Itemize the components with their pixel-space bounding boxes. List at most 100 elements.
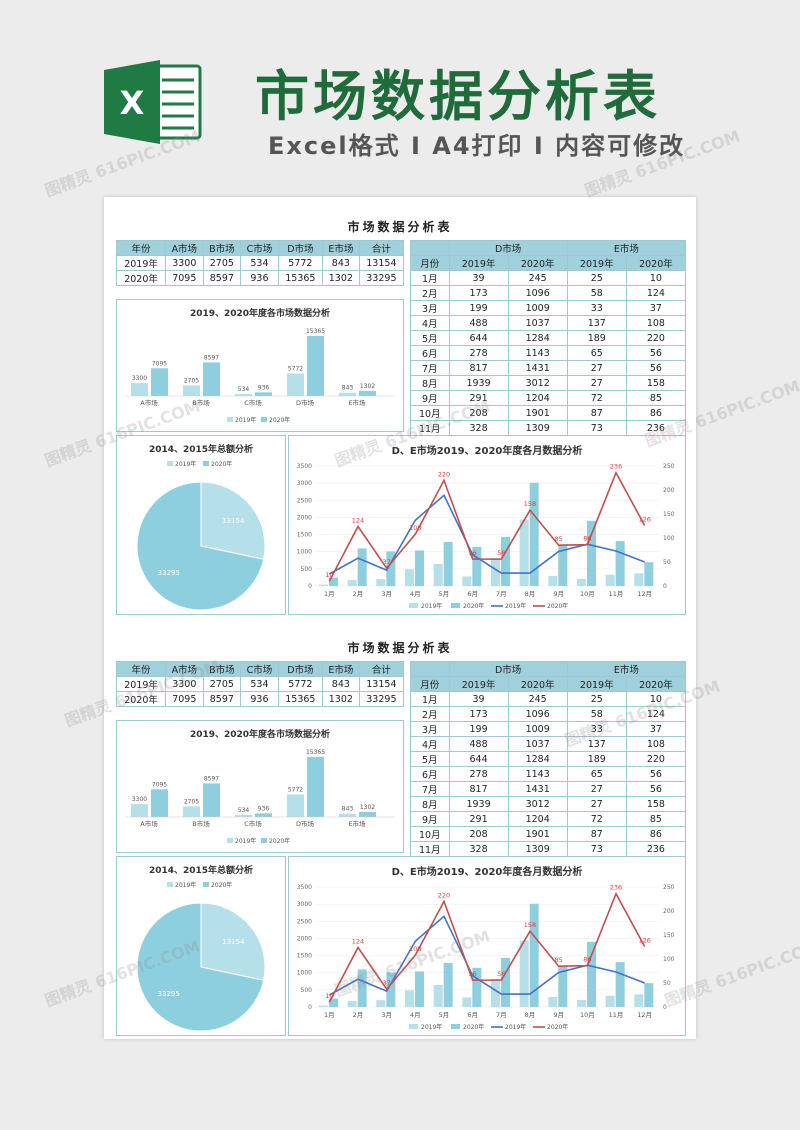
bar [347, 1001, 357, 1007]
bar [615, 541, 625, 586]
monthly-cell: 72 [566, 390, 627, 406]
excel-logo-icon: X [104, 60, 202, 144]
monthly-header-cell: 2020年 [507, 255, 568, 271]
bar-data-label: 3300 [132, 375, 147, 382]
pie-chart-panel: 2014、2015年总额分析 13154 33295 2019年 2020年 [116, 856, 286, 1036]
summary-header-cell: 合计 [358, 661, 405, 677]
line-data-label: 85 [555, 956, 563, 964]
summary-cell: 5772 [277, 676, 323, 692]
line-data-label: 108 [409, 945, 421, 953]
bar [529, 482, 539, 586]
bar-data-label: 534 [238, 386, 250, 393]
monthly-row: 10月 208 1901 87 86 [410, 405, 687, 421]
right-axis-tick-label: 200 [663, 908, 675, 915]
x-tick-label: 9月 [553, 1011, 564, 1019]
summary-header-cell: B市场 [202, 240, 242, 256]
legend-label: 2020年 [463, 602, 484, 610]
summary-cell: 1302 [321, 270, 360, 286]
summary-row: 2019年 3300 2705 534 5772 843 13154 [115, 676, 405, 692]
x-tick-label: 11月 [609, 590, 624, 598]
monthly-cell: 85 [625, 811, 687, 827]
summary-cell: 534 [240, 676, 279, 692]
x-tick-label: 6月 [467, 590, 478, 598]
bar [386, 551, 396, 586]
monthly-cell: 5月 [410, 330, 450, 346]
x-tick-label: 2月 [353, 1011, 364, 1019]
bar-data-label: 5772 [288, 786, 303, 793]
x-tick-label: 12月 [637, 590, 652, 598]
bar [587, 941, 596, 1007]
summary-cell: 8597 [202, 691, 242, 707]
line-data-label: 124 [352, 937, 364, 945]
summary-table: 年份 A市场 B市场 C市场 D市场 E市场 合计 2019年 3300 2705 534 5772… [115, 661, 405, 707]
group-header-row: D市场 E市场 [410, 240, 687, 256]
pie-data-label: 33295 [158, 990, 180, 998]
bar-data-label: 7095 [152, 360, 167, 367]
legend-label: 2019年 [421, 1023, 442, 1031]
monthly-cell: 3月 [410, 300, 450, 316]
monthly-cell: 1009 [507, 721, 568, 737]
series-line [328, 493, 645, 575]
bar-data-label: 843 [342, 385, 354, 392]
line-data-label: 124 [352, 516, 364, 524]
monthly-cell: 199 [448, 721, 509, 737]
line-data-label: 236 [610, 463, 622, 471]
bar [634, 573, 644, 586]
x-tick-label: 3月 [381, 1011, 392, 1019]
left-axis-tick-label: 0 [308, 583, 312, 590]
summary-cell: 15365 [277, 691, 323, 707]
bar [443, 541, 453, 586]
monthly-cell: 65 [566, 345, 627, 361]
monthly-cell: 1901 [507, 826, 568, 842]
x-tick-label: A市场 [140, 819, 158, 828]
legend-label: 2019年 [175, 881, 196, 889]
bar [519, 519, 529, 586]
bar [359, 811, 376, 817]
x-tick-label: 12月 [637, 1011, 652, 1019]
bar [287, 794, 304, 817]
monthly-cell: 1939 [448, 796, 509, 812]
monthly-cell: 1037 [507, 315, 568, 331]
bar-data-label: 15365 [306, 749, 325, 756]
x-tick-label: 4月 [410, 590, 421, 598]
bar [347, 580, 357, 586]
bar [255, 813, 272, 817]
monthly-cell: 1096 [507, 285, 568, 301]
line-data-label: 220 [438, 470, 450, 478]
monthly-cell: 56 [625, 360, 687, 376]
monthly-cell: 73 [566, 841, 627, 857]
monthly-cell: 189 [566, 330, 627, 346]
bar [644, 562, 654, 586]
bar [203, 362, 220, 396]
left-axis-tick-label: 0 [308, 1004, 312, 1011]
monthly-header-row: 月份 2019年 2020年 2019年 2020年 [410, 676, 687, 692]
summary-cell: 843 [321, 255, 360, 271]
monthly-row: 3月 199 1009 33 37 [410, 721, 687, 737]
monthly-header-row: 月份 2019年 2020年 2019年 2020年 [410, 255, 687, 271]
monthly-row: 2月 173 1096 58 124 [410, 706, 687, 722]
monthly-cell: 11月 [410, 841, 450, 857]
x-tick-label: D市场 [296, 398, 315, 407]
monthly-row: 6月 278 1143 65 56 [410, 345, 687, 361]
monthly-cell: 236 [625, 841, 687, 857]
line-data-label: 126 [638, 516, 650, 524]
monthly-cell: 158 [625, 375, 687, 391]
monthly-cell: 7月 [410, 360, 450, 376]
x-tick-label: 1月 [324, 1011, 335, 1019]
summary-cell: 936 [240, 270, 279, 286]
x-tick-label: 10月 [580, 1011, 595, 1019]
monthly-cell: 199 [448, 300, 509, 316]
left-axis-tick-label: 500 [301, 987, 313, 994]
monthly-cell: 328 [448, 841, 509, 857]
summary-cell: 936 [240, 691, 279, 707]
bar-data-label: 1302 [360, 804, 375, 811]
right-axis-tick-label: 150 [663, 511, 675, 518]
monthly-row: 8月 1939 3012 27 158 [410, 796, 687, 812]
monthly-row: 4月 488 1037 137 108 [410, 736, 687, 752]
line-data-label: 85 [555, 535, 563, 543]
legend-label: 2020年 [463, 1023, 484, 1031]
summary-cell: 534 [240, 255, 279, 271]
monthly-cell: 488 [448, 736, 509, 752]
bar [529, 903, 539, 1007]
monthly-cell: 1939 [448, 375, 509, 391]
